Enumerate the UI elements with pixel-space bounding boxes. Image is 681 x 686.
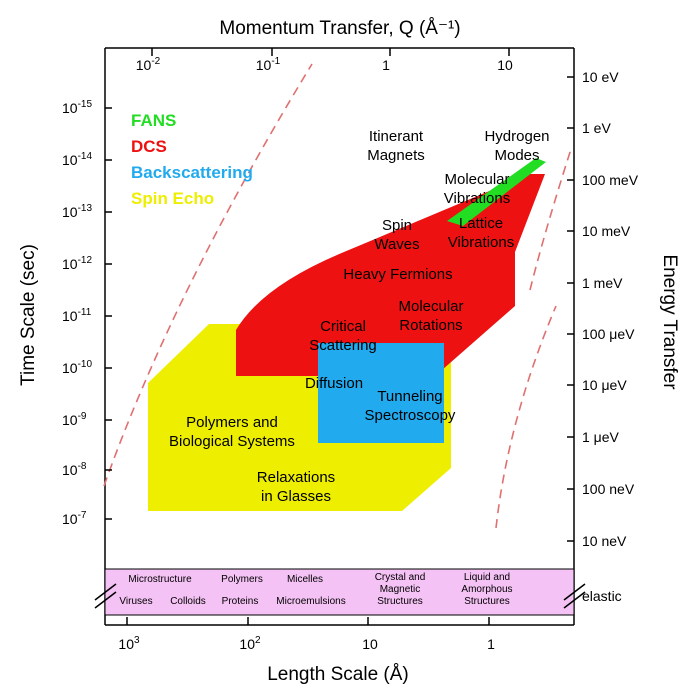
right-tick-label: 100 μeV: [582, 326, 635, 342]
right-tick-label: elastic: [582, 588, 622, 604]
elastic-band-label: Microstructure: [128, 574, 192, 585]
dcs-region: [236, 174, 545, 376]
top-tick-label: 10-1: [256, 56, 281, 73]
legend-entry: Spin Echo: [131, 189, 214, 208]
top-axis-title: Momentum Transfer, Q (Å⁻¹): [219, 18, 460, 39]
legend: FANS DCS Backscattering Spin Echo: [131, 111, 253, 208]
top-tick-label: 10-2: [136, 56, 161, 73]
elastic-band-label: Proteins: [222, 596, 259, 607]
right-tick-label: 100 meV: [582, 172, 639, 188]
legend-entry: FANS: [131, 111, 176, 130]
bottom-tick-label: 103: [118, 635, 140, 652]
right-tick-labels: 10 eV 1 eV 100 meV 10 meV 1 meV 100 μeV 10 μeV…: [582, 69, 639, 604]
bottom-tick-labels: 103 102 10 1: [118, 635, 495, 652]
elastic-band-label: Micelles: [287, 574, 323, 585]
legend-entry: Backscattering: [131, 163, 253, 182]
top-tick-labels: 10-2 10-1 1 10: [136, 56, 513, 73]
right-tick-label: 1 eV: [582, 120, 611, 136]
region-label: Molecular Rotations: [398, 298, 463, 334]
elastic-band-label: Colloids: [170, 596, 206, 607]
legend-entry: DCS: [131, 137, 167, 156]
left-tick-labels: 10-15 10-14 10-13 10-12 10-11 10-10 10-9 10-8 10…: [62, 99, 92, 527]
region-label: Critical Scattering: [309, 318, 377, 354]
axis-break-right: [563, 583, 586, 609]
region-label: Lattice Vibrations: [448, 215, 514, 251]
bottom-tick-label: 10: [362, 636, 378, 652]
right-tick-label: 10 neV: [582, 533, 627, 549]
right-tick-label: 1 meV: [582, 275, 623, 291]
bottom-tick-marks: [126, 617, 490, 625]
left-tick-label: 10-9: [62, 411, 87, 428]
left-axis-title: Time Scale (sec): [18, 244, 39, 386]
right-tick-label: 10 meV: [582, 223, 631, 239]
elastic-band-label: Polymers: [221, 574, 263, 585]
region-label: Polymers and Biological Systems: [169, 414, 295, 450]
left-tick-label: 10-13: [62, 203, 92, 220]
elastic-band-label: Crystal and Magnetic Structures: [375, 572, 426, 607]
left-tick-label: 10-12: [62, 255, 92, 272]
fans-region: [447, 158, 546, 226]
region-label: Diffusion: [305, 375, 363, 392]
region-label: Itinerant Magnets: [367, 128, 425, 164]
top-tick-marks: [151, 48, 510, 56]
bottom-axis-title: Length Scale (Å): [267, 664, 409, 685]
top-tick-label: 1: [382, 57, 390, 73]
right-tick-label: 10 eV: [582, 69, 619, 85]
elastic-band-label: Microemulsions: [276, 596, 345, 607]
left-tick-marks: [105, 107, 112, 520]
right-axis-title: Energy Transfer: [659, 254, 680, 390]
right-tick-label: 100 neV: [582, 481, 635, 497]
boundary-curve-right-inner: [495, 305, 557, 529]
region-label: Hydrogen Modes: [484, 128, 549, 164]
backscattering-region: [318, 343, 444, 443]
region-label: Heavy Fermions: [343, 266, 452, 283]
top-tick-label: 10: [497, 57, 513, 73]
right-tick-label: 10 μeV: [582, 377, 627, 393]
left-tick-label: 10-8: [62, 461, 87, 478]
boundary-curve-right-outer: [529, 145, 573, 291]
bottom-tick-label: 1: [487, 636, 495, 652]
left-tick-label: 10-11: [62, 307, 92, 324]
left-tick-label: 10-7: [62, 510, 87, 527]
left-tick-label: 10-14: [62, 151, 92, 168]
right-tick-marks: [567, 76, 574, 542]
elastic-band: [104, 568, 575, 616]
region-label: Spin Waves: [374, 217, 419, 253]
region-label: Molecular Vibrations: [444, 171, 510, 207]
left-tick-label: 10-10: [62, 359, 92, 376]
bottom-tick-label: 102: [239, 635, 261, 652]
region-labels: Itinerant Magnets Hydrogen Modes Molecular Vi…: [169, 128, 549, 505]
axis-break-left: [94, 583, 117, 609]
elastic-band-label: Viruses: [119, 596, 152, 607]
elastic-band-label: Liquid and Amorphous Structures: [461, 572, 512, 607]
region-label: Relaxations in Glasses: [257, 469, 335, 505]
region-label: Tunneling Spectroscopy: [365, 388, 456, 424]
right-tick-label: 1 μeV: [582, 429, 620, 445]
left-tick-label: 10-15: [62, 99, 92, 116]
elastic-band-labels: Microstructure Polymers Micelles Viruses Col…: [119, 572, 512, 607]
